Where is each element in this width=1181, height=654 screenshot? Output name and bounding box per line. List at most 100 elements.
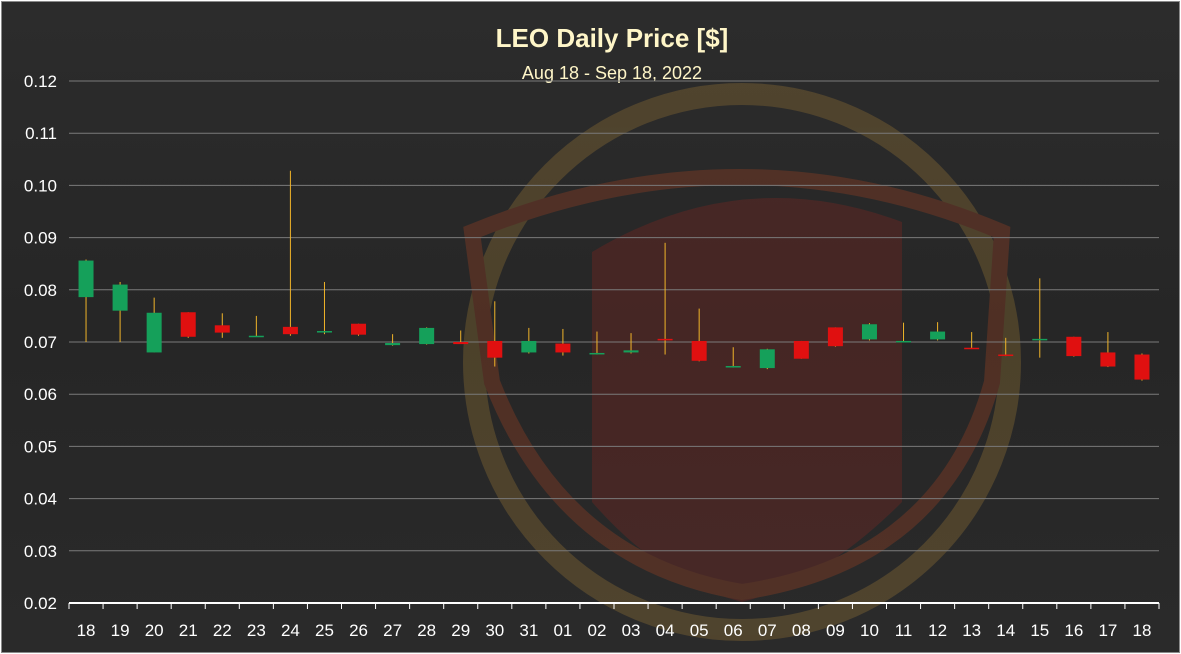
- x-tick-label: 08: [792, 621, 811, 640]
- x-tick-label: 27: [383, 621, 402, 640]
- candle: [896, 322, 912, 343]
- candle: [1032, 278, 1048, 358]
- candle: [453, 330, 469, 345]
- candle: [1066, 336, 1082, 357]
- candle-body-down: [793, 340, 809, 359]
- x-tick-label: 15: [1030, 621, 1049, 640]
- y-tick-label: 0.12: [24, 72, 57, 91]
- candle-body-down: [1066, 336, 1082, 357]
- candle-body-up: [589, 352, 605, 355]
- x-tick-label: 17: [1098, 621, 1117, 640]
- x-tick-label: 14: [996, 621, 1015, 640]
- candle: [1134, 353, 1150, 381]
- candle-body-down: [555, 343, 571, 353]
- x-tick-label: 19: [111, 621, 130, 640]
- candle: [112, 281, 128, 342]
- candle: [623, 333, 639, 354]
- candle: [1100, 332, 1116, 368]
- candle-body-up: [112, 284, 128, 311]
- candle-body-down: [998, 354, 1014, 357]
- candle: [827, 327, 843, 347]
- lion-logo-watermark: [463, 83, 1021, 641]
- x-tick-label: 09: [826, 621, 845, 640]
- x-tick-label: 05: [690, 621, 709, 640]
- x-axis: 18 19 20 21 22 23 24 25 26 27 28 29 30 31 01 02 03 04 05 06…: [68, 602, 1160, 640]
- x-tick-label: 18: [77, 621, 96, 640]
- candle: [180, 312, 196, 338]
- candle-body-down: [351, 323, 367, 335]
- candle-body-down: [964, 347, 980, 350]
- candle-body-down: [487, 340, 503, 358]
- candle: [316, 281, 332, 335]
- candle: [146, 297, 162, 353]
- candle-body-down: [214, 325, 230, 333]
- x-tick-label: 11: [895, 621, 913, 640]
- candle-body-down: [1134, 354, 1150, 380]
- candle-body-down: [691, 340, 707, 361]
- y-tick-label: 0.08: [24, 281, 57, 300]
- x-tick-label: 04: [656, 621, 675, 640]
- candle: [555, 328, 571, 356]
- candle-body-up: [248, 335, 264, 338]
- gridlines: [69, 80, 1159, 552]
- x-tick-label: 30: [485, 621, 504, 640]
- candle: [930, 322, 946, 341]
- candle-body-down: [180, 312, 196, 337]
- x-tick-label: 29: [451, 621, 470, 640]
- candle: [521, 327, 537, 354]
- candle: [589, 331, 605, 355]
- candle-body-down: [282, 326, 298, 335]
- x-tick-label: 22: [213, 621, 232, 640]
- candle-body-up: [521, 340, 537, 353]
- candle: [861, 323, 877, 341]
- candle-body-up: [316, 331, 332, 333]
- candle: [282, 170, 298, 336]
- x-tick-label: 21: [179, 621, 198, 640]
- x-tick-label: 01: [553, 621, 572, 640]
- candle: [419, 327, 435, 345]
- candle: [248, 315, 264, 338]
- candle: [78, 259, 94, 342]
- x-tick-label: 06: [724, 621, 743, 640]
- candle-body-up: [896, 340, 912, 343]
- x-tick-label: 07: [758, 621, 777, 640]
- candle-body-up: [623, 350, 639, 353]
- x-tick-label: 03: [622, 621, 641, 640]
- x-tick-label: 10: [860, 621, 879, 640]
- x-tick-label: 02: [588, 621, 607, 640]
- candle-body-down: [657, 338, 673, 341]
- candle-body-up: [78, 260, 94, 298]
- x-tick-label: 25: [315, 621, 334, 640]
- x-tick-label: 16: [1064, 621, 1083, 640]
- x-tick-label: 23: [247, 621, 266, 640]
- x-tick-label: 13: [962, 621, 981, 640]
- x-tick-label: 26: [349, 621, 368, 640]
- candle-body-up: [146, 312, 162, 353]
- candle-body-up: [759, 349, 775, 369]
- y-tick-label: 0.03: [24, 542, 57, 561]
- y-tick-label: 0.07: [24, 333, 57, 352]
- candle-body-up: [419, 327, 435, 345]
- x-tick-label: 24: [281, 621, 300, 640]
- candle: [487, 301, 503, 367]
- candle: [759, 348, 775, 370]
- x-tick-label: 18: [1133, 621, 1152, 640]
- candle: [793, 340, 809, 359]
- chart-subtitle: Aug 18 - Sep 18, 2022: [522, 63, 702, 83]
- y-tick-label: 0.11: [25, 124, 57, 143]
- candle-body-down: [453, 342, 469, 345]
- candle: [657, 242, 673, 355]
- candle-body-down: [827, 327, 843, 347]
- y-tick-label: 0.04: [24, 490, 57, 509]
- candle-body-up: [385, 343, 401, 346]
- candle-body-down: [1100, 352, 1116, 367]
- y-tick-label: 0.09: [24, 229, 57, 248]
- candle: [998, 337, 1014, 357]
- x-tick-label: 28: [417, 621, 436, 640]
- chart-title: LEO Daily Price [$]: [496, 23, 729, 53]
- candle: [385, 334, 401, 346]
- y-tick-label: 0.06: [24, 385, 57, 404]
- y-tick-label: 0.02: [24, 594, 57, 613]
